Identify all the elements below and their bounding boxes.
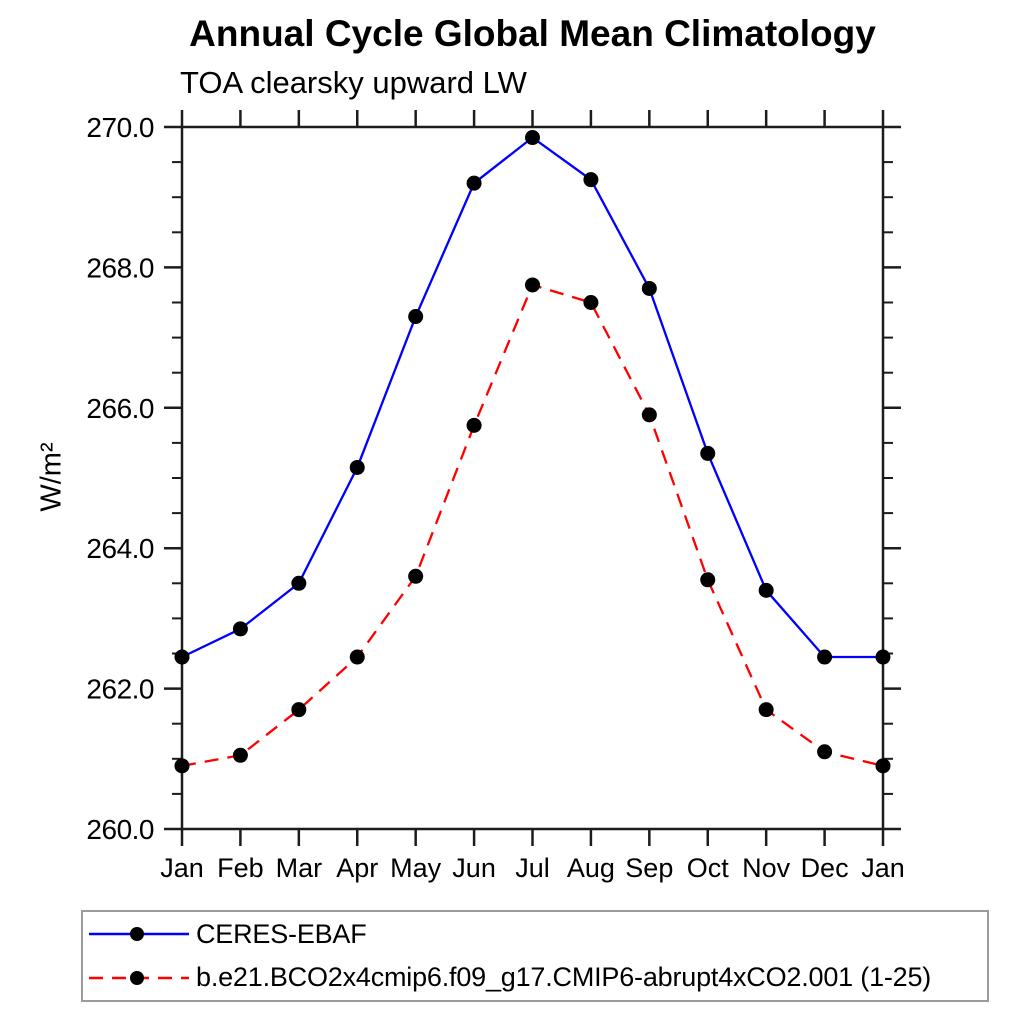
data-point-marker [875,758,891,774]
chart-title: Annual Cycle Global Mean Climatology [189,13,876,54]
legend-item-model: b.e21.BCO2x4cmip6.f09_g17.CMIP6-abrupt4x… [87,957,987,999]
legend-marker-dot [130,927,144,942]
data-point-marker [466,417,482,433]
data-point-marker [174,758,190,774]
data-point-marker [700,445,716,461]
chart-subtitle: TOA clearsky upward LW [180,65,527,100]
x-tick-label: May [390,853,442,883]
legend-box: CERES-EBAF b.e21.BCO2x4cmip6.f09_g17.CMI… [81,910,989,1002]
data-point-marker [232,621,248,637]
data-point-marker [641,280,657,296]
legend-solid-line-icon [89,927,189,942]
data-point-marker [583,295,599,310]
x-tick-label: Sep [625,853,673,883]
series-markers-0 [174,130,891,665]
data-point-marker [758,702,774,718]
data-point-marker [291,702,307,718]
x-tick-label: Jan [861,853,905,883]
y-tick-label: 270.0 [86,112,154,143]
data-point-marker [349,459,365,475]
x-tick-label: Dec [801,853,849,883]
data-point-marker [758,582,774,598]
legend-dashed-line-icon [89,970,189,985]
x-tick-label: Nov [742,853,791,883]
data-point-marker [291,575,307,591]
legend-label: CERES-EBAF [196,918,367,949]
data-point-marker [232,747,248,763]
y-major-ticks [164,125,901,831]
data-point-marker [174,649,190,665]
y-tick-label: 264.0 [86,533,154,564]
data-point-marker [408,568,424,584]
y-tick-label: 268.0 [86,252,154,283]
x-tick-label: Apr [336,853,378,883]
series-markers-1 [174,277,891,774]
data-point-marker [875,649,891,665]
axis-frame [180,125,885,831]
data-point-marker [525,130,540,146]
y-tick-labels: 260.0 262.0 264.0 266.0 268.0 270.0 [86,112,154,845]
data-point-marker [466,175,482,191]
y-tick-label: 260.0 [86,814,154,845]
data-point-marker [583,172,599,188]
series-line-1 [181,283,884,767]
x-tick-labels: Jan Feb Mar Apr May Jun Jul Aug Sep Oct Nov Dec Jan [160,853,905,883]
x-tick-label: Jul [515,853,550,883]
y-tick-label: 262.0 [86,674,154,705]
series-line-0 [181,136,883,659]
data-point-marker [817,649,833,665]
x-tick-label: Feb [217,853,264,883]
data-point-marker [641,407,657,423]
data-point-marker [349,649,365,665]
y-tick-label: 266.0 [86,393,154,424]
data-point-marker [700,572,716,588]
x-tick-label: Aug [567,853,615,883]
x-tick-label: Oct [687,853,730,883]
y-minor-ticks [172,161,893,795]
legend-item-ceres: CERES-EBAF [87,913,987,955]
x-tick-label: Mar [276,853,323,883]
data-point-marker [408,309,424,325]
data-point-marker [525,277,540,293]
data-point-marker [817,744,833,760]
x-ticks [180,110,885,846]
legend-label: b.e21.BCO2x4cmip6.f09_g17.CMIP6-abrupt4x… [196,962,932,993]
x-tick-label: Jan [160,853,204,883]
x-tick-label: Jun [452,853,496,883]
legend-marker-dot [130,970,144,985]
